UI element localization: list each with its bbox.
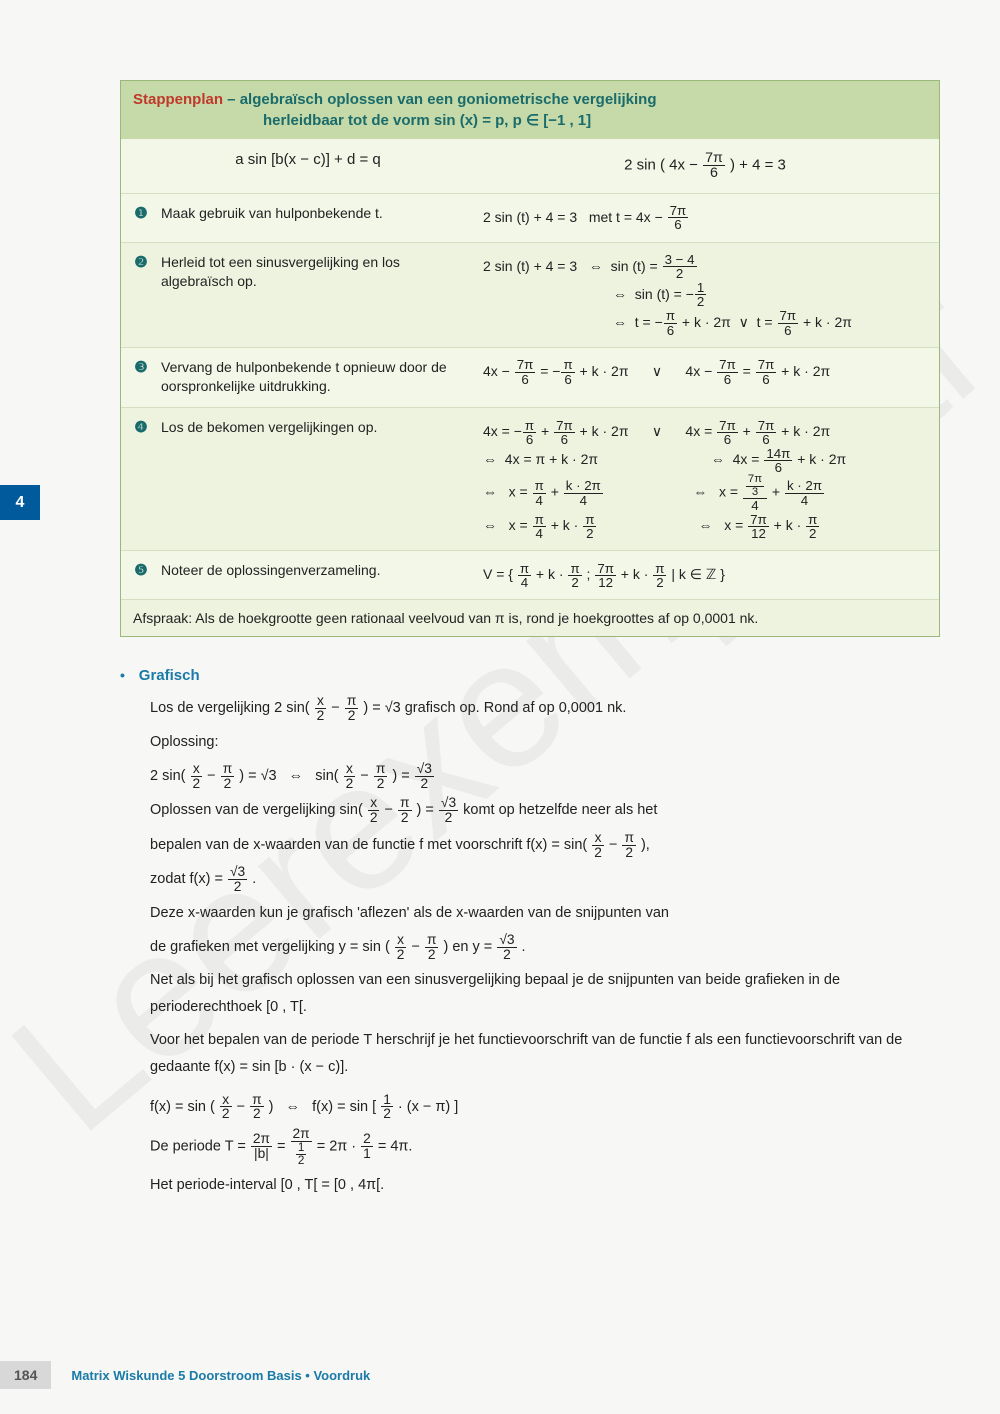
step-working: V = { π4 + k · π2 ; 7π12 + k · π2 | k ∈ …	[471, 551, 939, 599]
step-description: Noteer de oplossingenverzameling.	[161, 551, 471, 599]
header-title-teal: – algebraïsch oplossen van een goniometr…	[223, 91, 656, 108]
general-form-row: a sin [b(x − c)] + d = q 2 sin ( 4x − 7π…	[121, 139, 939, 193]
text-line: Oplossen van de vergelijking sin( x2 − π…	[150, 796, 940, 825]
step-number: ❺	[121, 551, 161, 599]
step-number: ❷	[121, 243, 161, 347]
stappen-footer: Afspraak: Als de hoekgrootte geen ration…	[121, 599, 939, 636]
text-line: 2 sin( x2 − π2 ) = √3 ⇔ sin( x2 − π2 ) =…	[150, 762, 940, 791]
bullet-icon: •	[120, 667, 125, 683]
text-line: De periode T = 2π|b| = 2π12 = 2π · 21 = …	[150, 1127, 940, 1166]
page-content: Stappenplan – algebraïsch oplossen van e…	[0, 0, 1000, 1245]
text-line: Deze x-waarden kun je grafisch 'aflezen'…	[150, 900, 940, 927]
text-line: Los de vergelijking 2 sin( x2 − π2 ) = √…	[150, 694, 940, 723]
general-right: 2 sin ( 4x − 7π6 ) + 4 = 3	[483, 151, 927, 181]
step-description: Vervang de hulponbekende t opnieuw door …	[161, 348, 471, 407]
text-line: Het periode-interval [0 , T[ = [0 , 4π[.	[150, 1172, 940, 1199]
page-number: 184	[0, 1361, 51, 1389]
step-row: ❸ Vervang de hulponbekende t opnieuw doo…	[121, 347, 939, 407]
step-description: Herleid tot een sinusvergelijking en los…	[161, 243, 471, 347]
text-line: de grafieken met vergelijking y = sin ( …	[150, 933, 940, 962]
step-number: ❹	[121, 408, 161, 550]
step-row: ❷ Herleid tot een sinusvergelijking en l…	[121, 242, 939, 347]
step-row: ❺ Noteer de oplossingenverzameling. V = …	[121, 550, 939, 599]
text-line: zodat f(x) = √32 .	[150, 865, 940, 894]
text-line: Oplossing:	[150, 729, 940, 756]
step-description: Maak gebruik van hulponbekende t.	[161, 194, 471, 242]
step-working: 2 sin (t) + 4 = 3 ⇔ sin (t) = 3 − 42 ⇔ s…	[471, 243, 939, 347]
stappen-header: Stappenplan – algebraïsch oplossen van e…	[121, 81, 939, 139]
step-number: ❸	[121, 348, 161, 407]
grafisch-section: • Grafisch Los de vergelijking 2 sin( x2…	[120, 667, 940, 1199]
body-text: Los de vergelijking 2 sin( x2 − π2 ) = √…	[150, 694, 940, 1199]
text-line: Net als bij het grafisch oplossen van ee…	[150, 967, 940, 1021]
stappenplan-box: Stappenplan – algebraïsch oplossen van e…	[120, 80, 940, 637]
footer-text: Matrix Wiskunde 5 Doorstroom Basis • Voo…	[71, 1368, 370, 1383]
step-working: 2 sin (t) + 4 = 3 met t = 4x − 7π6	[471, 194, 939, 242]
step-working: 4x = −π6 + 7π6 + k · 2π ∨ 4x = 7π6 + 7π6…	[471, 408, 939, 550]
page-footer: 184 Matrix Wiskunde 5 Doorstroom Basis •…	[0, 1361, 370, 1389]
text-line: bepalen van de x-waarden van de functie …	[150, 831, 940, 860]
step-number: ❶	[121, 194, 161, 242]
general-left: a sin [b(x − c)] + d = q	[133, 151, 483, 181]
header-title-red: Stappenplan	[133, 91, 223, 108]
step-row: ❶ Maak gebruik van hulponbekende t. 2 si…	[121, 193, 939, 242]
step-description: Los de bekomen vergelijkingen op.	[161, 408, 471, 550]
text-line: Voor het bepalen van de periode T hersch…	[150, 1027, 940, 1081]
step-working: 4x − 7π6 = −π6 + k · 2π ∨ 4x − 7π6 = 7π6…	[471, 348, 939, 407]
step-row: ❹ Los de bekomen vergelijkingen op. 4x =…	[121, 407, 939, 550]
section-heading: Grafisch	[139, 667, 200, 684]
text-line: f(x) = sin ( x2 − π2 ) ⇔ f(x) = sin [ 12…	[150, 1093, 940, 1122]
header-subtitle: herleidbaar tot de vorm sin (x) = p, p ∈…	[133, 112, 591, 129]
